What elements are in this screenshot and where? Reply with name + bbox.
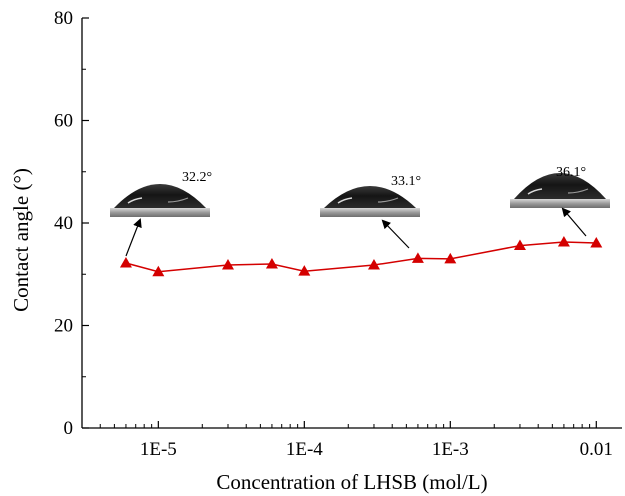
droplet-image [110,184,210,217]
x-axis-ticks: 1E-5 1E-4 1E-3 0.01 [99,421,613,460]
data-point-triangle [119,256,132,268]
y-tick-label: 20 [54,316,73,337]
water-droplet [114,184,206,208]
droplet-reflection [567,188,589,194]
substrate [320,208,420,217]
contact-angle-label: 33.1° [391,174,421,189]
data-point-triangle [367,259,380,270]
x-tick-label: 1E-4 [286,439,323,460]
y-tick-label: 40 [54,213,73,234]
x-tick-label: 0.01 [580,439,613,460]
series-line [125,241,597,273]
y-tick-label: 0 [64,418,74,439]
droplet-annotations: 32.2° 33.1° 36.1° [110,165,610,257]
plot-frame [81,18,622,429]
annotation-arrow [561,207,587,237]
data-point-triangle [265,258,278,269]
contact-angle-label: 36.1° [556,165,586,180]
y-axis-title: Contact angle (°) [9,168,33,312]
data-point-triangle [221,259,234,270]
data-point-triangle [152,265,165,277]
data-point-triangle [411,252,424,263]
y-axis-ticks: 0 20 40 60 80 [54,8,89,439]
droplet-highlight [527,188,543,195]
droplet-highlight [127,197,143,204]
droplet-highlight [337,197,353,204]
contact-angle-label: 32.2° [182,170,212,185]
annotation-arrow [381,219,410,249]
data-point-triangle [444,252,457,264]
data-point-triangle [590,236,603,248]
droplet-image [320,186,420,217]
data-point-triangle [513,239,526,251]
droplet-reflection [377,197,399,203]
data-point-triangle [557,235,570,247]
substrate [110,208,210,217]
substrate [510,199,610,208]
data-series [119,235,603,277]
x-axis-title: Concentration of LHSB (mol/L) [216,470,487,494]
droplet-reflection [167,197,189,203]
y-tick-label: 60 [54,111,73,132]
water-droplet [514,173,606,199]
water-droplet [324,186,416,208]
x-tick-label: 1E-3 [432,439,469,460]
x-tick-label: 1E-5 [140,439,177,460]
annotation-arrow [125,218,142,257]
y-tick-label: 80 [54,8,73,29]
droplet-image [510,173,610,208]
data-point-triangle [298,265,311,276]
